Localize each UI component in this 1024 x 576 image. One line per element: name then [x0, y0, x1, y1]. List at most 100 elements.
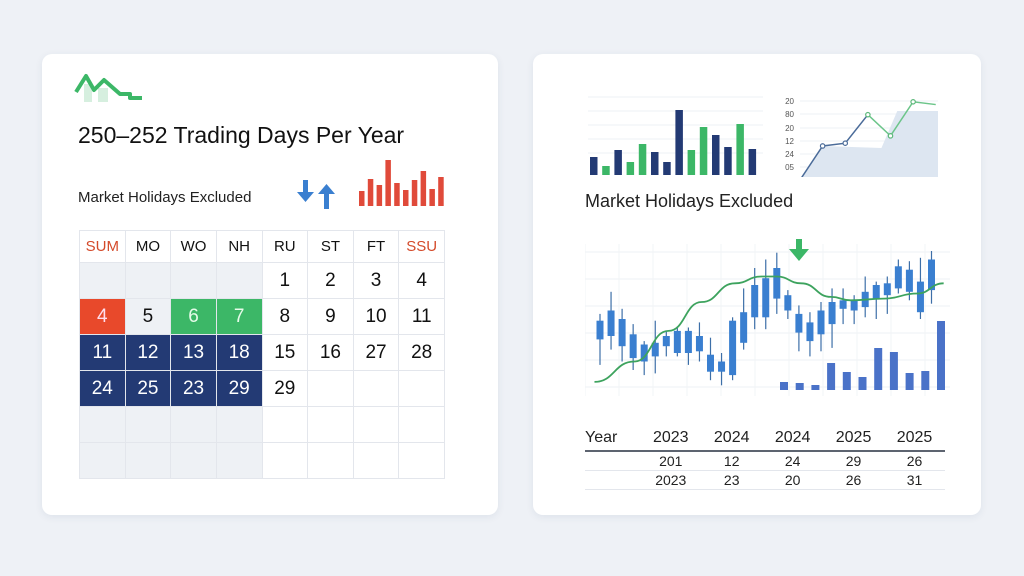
data-point: [887, 133, 894, 139]
calendar-day-cell[interactable]: 7: [215, 298, 263, 335]
candle-body: [695, 336, 703, 352]
mini-bar: [438, 177, 444, 206]
calendar-day-cell[interactable]: 4: [398, 262, 445, 299]
calendar-day-cell[interactable]: 10: [352, 298, 400, 335]
y-tick-label: 24: [785, 150, 794, 159]
calendar-day-cell[interactable]: 9: [307, 298, 354, 335]
calendar-day-cell[interactable]: [307, 442, 354, 479]
table-cell: 31: [884, 470, 945, 490]
candle-body: [905, 269, 913, 292]
calendar-day-cell[interactable]: [124, 442, 172, 479]
calendar-day-cell[interactable]: [79, 442, 126, 479]
calendar-day-cell[interactable]: 25: [124, 370, 172, 407]
y-tick-label: 05: [785, 163, 794, 172]
candle-body: [894, 266, 902, 289]
calendar-day-cell[interactable]: 3: [352, 262, 400, 299]
calendar-day-cell[interactable]: [170, 262, 217, 299]
line-chart: 20 80 20 12 24 05: [785, 97, 938, 177]
calendar-day-cell[interactable]: 12: [124, 334, 172, 371]
weekday-header: RU: [261, 230, 309, 263]
volume-bar: [905, 373, 914, 390]
calendar-day-cell[interactable]: 11: [398, 298, 445, 335]
calendar-day-cell[interactable]: 23: [170, 370, 217, 407]
calendar-day-cell[interactable]: 16: [307, 334, 354, 371]
bar: [614, 150, 622, 175]
year-table: Year 2023 2024 2024 2025 2025 201 12 24 29 26 2023 2…: [585, 428, 945, 490]
calendar-day-cell[interactable]: [124, 262, 172, 299]
table-header-cell: Year: [585, 428, 641, 452]
calendar-day-cell[interactable]: 29: [215, 370, 263, 407]
calendar-day-cell[interactable]: [215, 406, 263, 443]
weekday-header: FT: [352, 230, 400, 263]
candle-body: [718, 361, 726, 372]
calendar-day-cell[interactable]: 28: [398, 334, 445, 371]
calendar-day-cell[interactable]: 11: [79, 334, 126, 371]
calendar-day-cell[interactable]: [352, 370, 400, 407]
candle-body: [607, 310, 615, 336]
calendar-day-cell[interactable]: [79, 406, 126, 443]
calendar-day-cell[interactable]: [170, 406, 217, 443]
weekday-header: NH: [215, 230, 263, 263]
table-cell: [585, 470, 641, 490]
page-title: 250–252 Trading Days Per Year: [78, 122, 405, 148]
calendar-day-cell[interactable]: [398, 442, 445, 479]
mini-bar: [367, 179, 374, 206]
calendar-day-cell[interactable]: [261, 406, 309, 443]
calendar-day-cell[interactable]: 4: [79, 298, 126, 335]
calendar-week-row: [79, 406, 445, 443]
calendar-week-row: 11 12 13 18 15 16 27 28: [79, 334, 445, 371]
candle-body: [740, 312, 748, 343]
calendar-day-cell[interactable]: 1: [261, 262, 309, 299]
candlestick-chart: [585, 239, 950, 396]
candle-body: [795, 313, 803, 333]
candle-body: [839, 300, 847, 309]
calendar-day-cell[interactable]: 13: [170, 334, 217, 371]
mini-bar: [359, 191, 365, 206]
bar: [736, 124, 744, 175]
volume-bar: [827, 363, 836, 390]
subtitle: Market Holidays Excluded: [78, 189, 252, 206]
calendar-day-cell[interactable]: 29: [261, 370, 309, 407]
calendar-day-cell[interactable]: [79, 262, 126, 299]
volume-bar: [811, 385, 820, 390]
candle-body: [928, 259, 935, 291]
calendar-day-cell[interactable]: [124, 406, 172, 443]
table-cell: 23: [701, 470, 763, 490]
calendar-day-cell[interactable]: [352, 406, 400, 443]
data-point: [865, 111, 871, 118]
volume-bar: [842, 372, 851, 390]
calendar-day-cell[interactable]: 18: [215, 334, 263, 371]
arrow-down-icon: [297, 180, 314, 202]
candle-body: [640, 344, 648, 362]
calendar-day-cell[interactable]: [170, 442, 217, 479]
table-header-row: Year 2023 2024 2024 2025 2025: [585, 428, 945, 452]
calendar-day-cell[interactable]: [215, 262, 263, 299]
arrow-shaft: [796, 239, 802, 251]
calendar-day-cell[interactable]: [307, 370, 354, 407]
calendar-day-cell[interactable]: [352, 442, 400, 479]
calendar-day-cell[interactable]: [261, 442, 309, 479]
bar: [590, 157, 598, 175]
calendar-day-cell[interactable]: 8: [261, 298, 309, 335]
table-cell: 29: [823, 451, 885, 471]
bar: [663, 162, 671, 175]
candle-body: [883, 283, 891, 296]
arrow-down-icon: [789, 239, 809, 261]
calendar-day-cell[interactable]: 2: [307, 262, 354, 299]
table-row: 2023 23 20 26 31: [585, 470, 945, 490]
calendar-day-cell[interactable]: [398, 370, 445, 407]
calendar-day-cell[interactable]: 15: [261, 334, 309, 371]
data-point: [842, 140, 849, 147]
calendar-week-row: 24 25 23 29 29: [79, 370, 445, 407]
calendar-day-cell[interactable]: [215, 442, 263, 479]
table-row: 201 12 24 29 26: [585, 451, 945, 471]
calendar-day-cell[interactable]: [398, 406, 445, 443]
calendar-day-cell[interactable]: 27: [352, 334, 400, 371]
trading-days-card: 250–252 Trading Days Per Year Market Hol…: [42, 54, 498, 515]
calendar-day-cell[interactable]: 24: [79, 370, 126, 407]
calendar-day-cell[interactable]: [307, 406, 354, 443]
calendar-day-cell[interactable]: 6: [170, 298, 217, 335]
calendar-day-cell[interactable]: 5: [124, 298, 172, 335]
candle-body: [662, 336, 670, 347]
bar: [748, 149, 757, 175]
